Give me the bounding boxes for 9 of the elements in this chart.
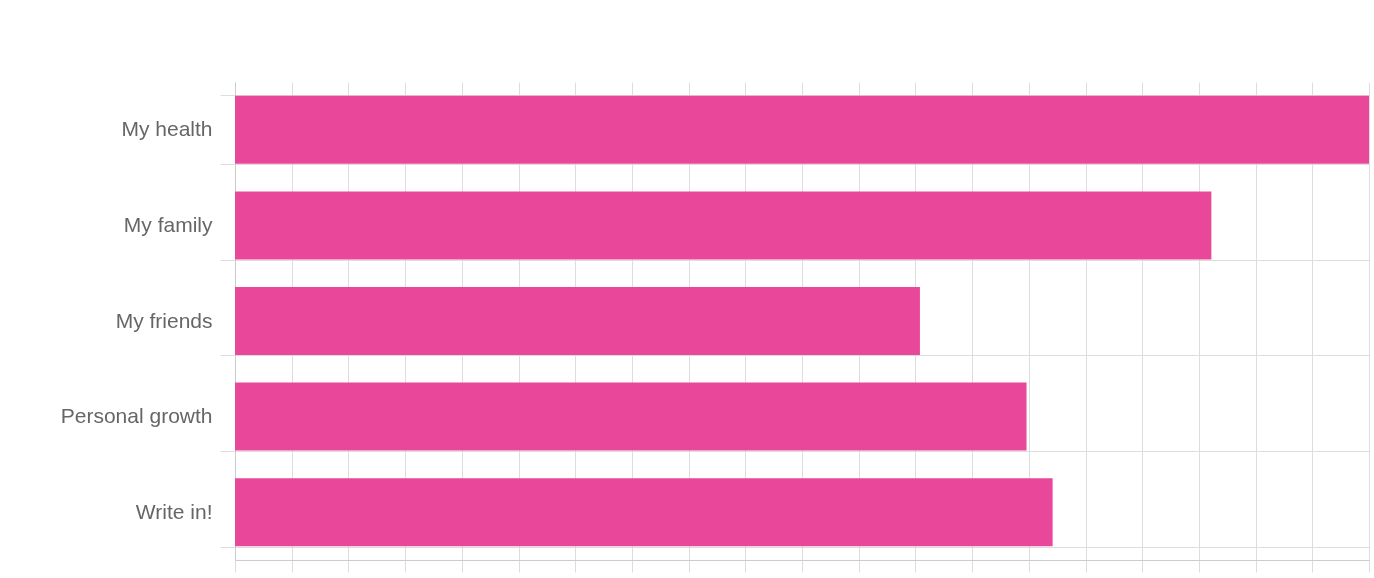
y-tick-label: My health bbox=[121, 117, 213, 141]
y-tick-label: My family bbox=[123, 212, 213, 236]
y-tick-label: My friends bbox=[115, 308, 213, 332]
bar bbox=[235, 382, 1027, 451]
y-tick-label: Personal growth bbox=[60, 404, 213, 428]
y-tick-label: Write in! bbox=[135, 499, 213, 523]
bar bbox=[235, 478, 1053, 547]
bar bbox=[235, 287, 920, 355]
bar bbox=[235, 191, 1212, 260]
